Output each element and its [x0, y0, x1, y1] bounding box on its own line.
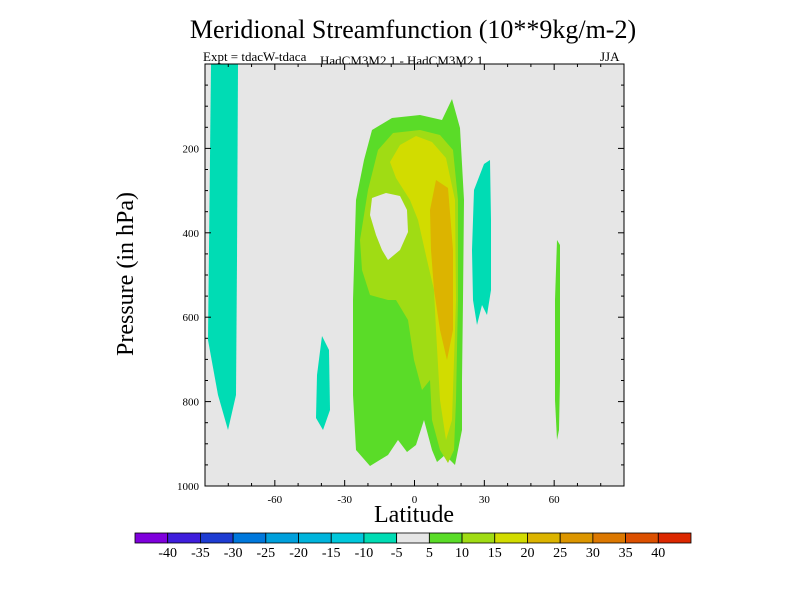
colorbar-swatch	[657, 532, 692, 544]
negative-cell-northern-subtropic	[472, 160, 491, 325]
colorbar-label: -35	[191, 546, 210, 561]
season-label: JJA	[600, 49, 620, 64]
x-axis-title: Latitude	[374, 502, 454, 528]
x-tick-label: 0	[412, 494, 418, 506]
positive-max-tropical	[430, 180, 453, 360]
chart-title: Meridional Streamfunction (10**9kg/m-2)	[189, 15, 637, 44]
colorbar-swatch	[232, 532, 267, 544]
colorbar-label: -25	[256, 546, 275, 561]
colorbar-swatch	[461, 532, 496, 544]
y-tick-label: 400	[183, 228, 200, 240]
negative-cell-south-polar	[208, 64, 238, 430]
colorbar-swatch	[200, 532, 234, 544]
colorbar-swatch	[265, 532, 299, 544]
colorbar-label: -15	[322, 546, 341, 561]
colorbar-swatch	[428, 532, 463, 544]
colorbar-label: 30	[586, 546, 600, 561]
colorbar-swatch	[494, 532, 528, 544]
x-tick-label: -60	[267, 494, 282, 506]
colorbar-label: -10	[355, 546, 374, 561]
y-tick-label: 200	[183, 143, 200, 155]
colorbar: -40 -35 -30 -25 -20 -15 -10 -5 5 10 15 20 25 30 35 40	[134, 532, 692, 561]
colorbar-swatch	[167, 532, 201, 544]
colorbar-swatch	[363, 532, 398, 544]
colorbar-label: 40	[651, 546, 665, 561]
colorbar-label: -20	[289, 546, 308, 561]
y-tick-label: 600	[183, 312, 200, 324]
colorbar-label: 35	[619, 546, 633, 561]
colorbar-swatch	[298, 532, 332, 544]
colorbar-label: 10	[455, 546, 469, 561]
positive-cell-northern-midlat	[555, 240, 560, 440]
colorbar-swatch	[330, 532, 365, 544]
x-tick-label: -30	[337, 494, 352, 506]
colorbar-label: -40	[158, 546, 177, 561]
y-tick-label: 800	[183, 397, 200, 409]
contour-regions	[208, 64, 560, 466]
axes: -60 -30 0 30 60 200 400 600 800 1000	[177, 64, 624, 506]
colorbar-label: 25	[553, 546, 567, 561]
colorbar-label: 20	[520, 546, 534, 561]
colorbar-label: -5	[391, 546, 403, 561]
experiment-label: Expt = tdacW-tdaca	[203, 49, 307, 64]
colorbar-swatch	[134, 532, 169, 544]
colorbar-swatch	[527, 532, 561, 544]
colorbar-label: -30	[224, 546, 243, 561]
neutral-pocket-tropical	[370, 193, 408, 260]
colorbar-swatch	[592, 532, 626, 544]
x-tick-label: 30	[479, 494, 491, 506]
y-tick-label: 1000	[177, 481, 200, 493]
x-tick-label: 60	[549, 494, 561, 506]
colorbar-label: 15	[488, 546, 502, 561]
colorbar-swatch	[559, 532, 594, 544]
colorbar-label: 5	[426, 546, 433, 561]
colorbar-swatch	[396, 532, 430, 544]
negative-cell-southern-midlat	[316, 336, 330, 430]
colorbar-swatch	[625, 532, 659, 544]
